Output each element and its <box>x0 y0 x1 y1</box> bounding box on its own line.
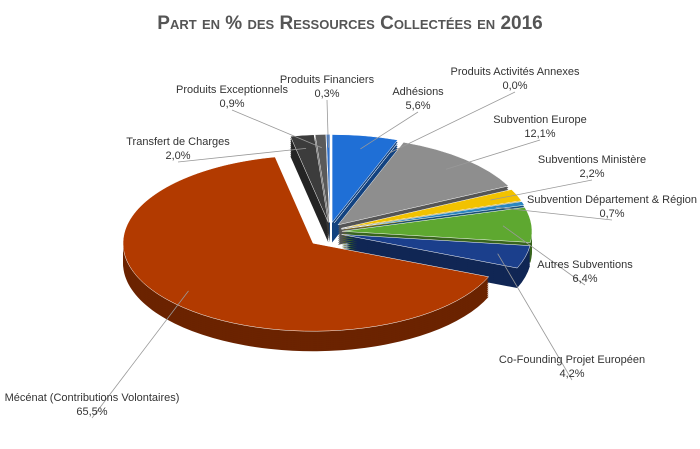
slice-side <box>290 142 329 231</box>
value-label: 0,3% <box>314 88 339 100</box>
value-label: 0,7% <box>599 208 624 220</box>
slice <box>331 134 399 224</box>
category-label: Subvention Département & Région <box>527 194 697 206</box>
leader-line <box>502 225 586 286</box>
value-label: 12,1% <box>524 128 555 140</box>
slice-side <box>290 140 329 229</box>
slice-side <box>290 152 329 241</box>
leader-line <box>495 206 613 221</box>
slice-side <box>290 146 329 235</box>
leader-line <box>389 91 516 154</box>
leader-line <box>177 148 307 163</box>
category-label: Mécénat (Contributions Volontaires) <box>5 392 180 404</box>
slice-side <box>290 154 329 243</box>
category-label: Subvention Europe <box>493 114 587 126</box>
category-label: Produits Exceptionnels <box>176 84 288 96</box>
slice-side <box>290 138 329 227</box>
value-label: 0,9% <box>219 98 244 110</box>
value-label: 0,0% <box>502 80 527 92</box>
leader-line <box>326 99 329 148</box>
leader-line <box>360 111 419 150</box>
category-label: Subventions Ministère <box>538 154 646 166</box>
category-label: Produits Activités Annexes <box>450 66 580 78</box>
slice <box>341 201 525 230</box>
slice <box>289 134 329 223</box>
slice <box>122 156 490 332</box>
leader-line <box>91 290 189 419</box>
leader-line <box>445 139 541 170</box>
category-label: Autres Subventions <box>537 259 633 271</box>
category-label: Co-Founding Projet Européen <box>499 354 645 366</box>
category-label: Adhésions <box>392 86 444 98</box>
leader-line <box>490 179 593 201</box>
value-label: 65,5% <box>76 406 107 418</box>
category-label: Produits Financiers <box>280 74 375 86</box>
slice-side <box>290 150 329 239</box>
leader-line <box>497 253 573 381</box>
slice-side <box>290 144 329 233</box>
slice <box>341 207 533 243</box>
chart-title: Part en % des Ressources Collectées en 2… <box>157 13 542 34</box>
value-label: 2,0% <box>165 150 190 162</box>
leader-line <box>231 109 322 149</box>
value-label: 4,2% <box>559 368 584 380</box>
category-label: Transfert de Charges <box>126 136 230 148</box>
slice-side <box>290 136 329 225</box>
value-label: 6,4% <box>572 273 597 285</box>
slice <box>314 134 330 223</box>
value-label: 2,2% <box>579 168 604 180</box>
value-label: 5,6% <box>405 100 430 112</box>
slice-side <box>290 148 329 237</box>
